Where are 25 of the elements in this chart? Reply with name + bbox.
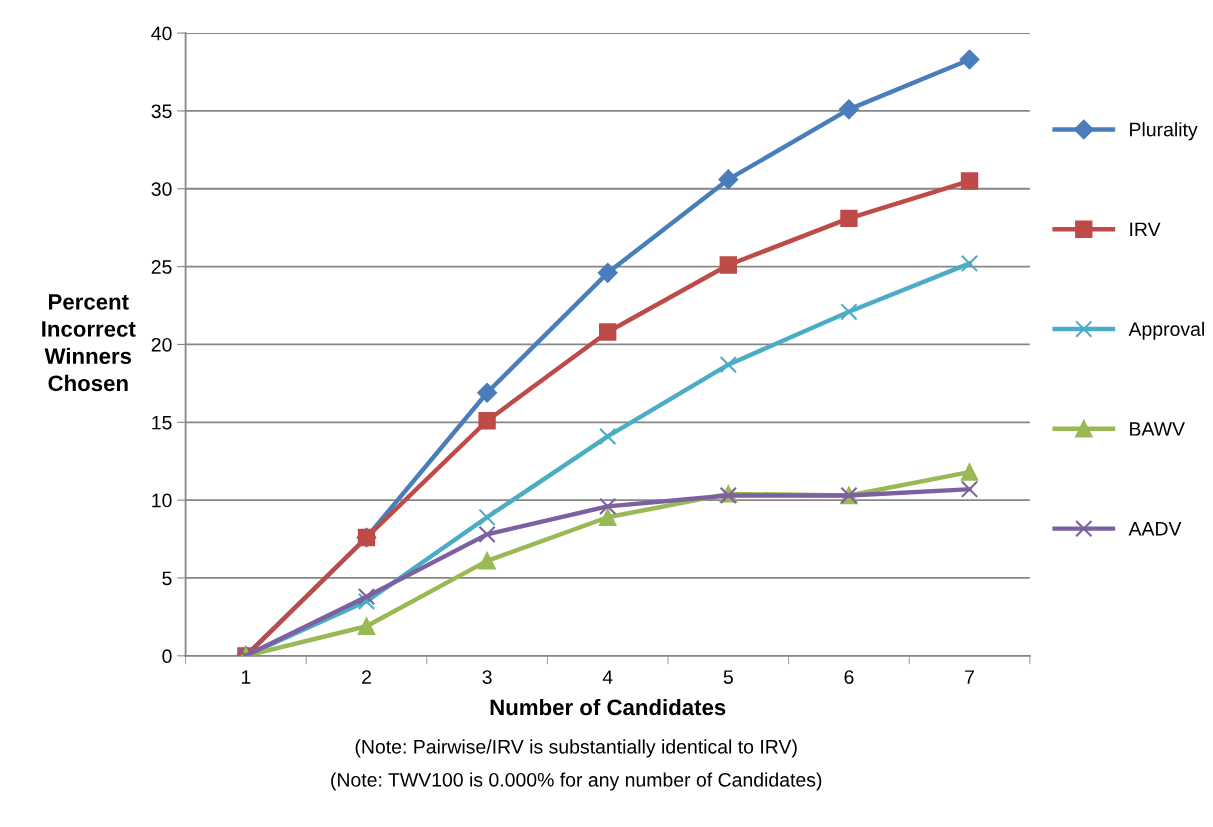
x-axis-title: Number of Candidates <box>490 698 726 716</box>
x-tick-label: 1 <box>241 670 251 684</box>
y-tick-label: 15 <box>152 415 172 430</box>
x-tick-label: 7 <box>965 670 974 684</box>
legend-label: Approval <box>1128 321 1204 340</box>
text: (Note: TWV100 is 0.000% for any number of Candidates) <box>331 772 822 791</box>
legend-label: IRV <box>1130 222 1161 237</box>
legend-label: Plurality <box>1130 122 1198 141</box>
y-tick-label: 35 <box>151 104 172 119</box>
legend-label: BAWV <box>1130 422 1185 436</box>
x-tick-label: 2 <box>362 670 371 684</box>
x-tick-label: 3 <box>482 670 492 684</box>
y-axis-title: Percent Incorrect Winners Chosen <box>42 294 136 392</box>
y-tick-label: 0 <box>162 649 172 664</box>
y-tick-label: 10 <box>152 493 172 508</box>
text: (Note: Pairwise/IRV is substantially identical to IRV) <box>355 739 797 758</box>
y-tick-label: 40 <box>151 26 172 41</box>
y-tick-label: 30 <box>151 182 172 196</box>
y-tick-label: 25 <box>151 260 172 274</box>
legend-label: AADV <box>1128 522 1182 536</box>
x-tick-label: 6 <box>844 670 854 684</box>
y-tick-label: 5 <box>162 571 172 586</box>
y-tick-label: 20 <box>151 337 172 352</box>
x-tick-label: 4 <box>602 670 613 684</box>
x-tick-label: 5 <box>723 670 733 684</box>
